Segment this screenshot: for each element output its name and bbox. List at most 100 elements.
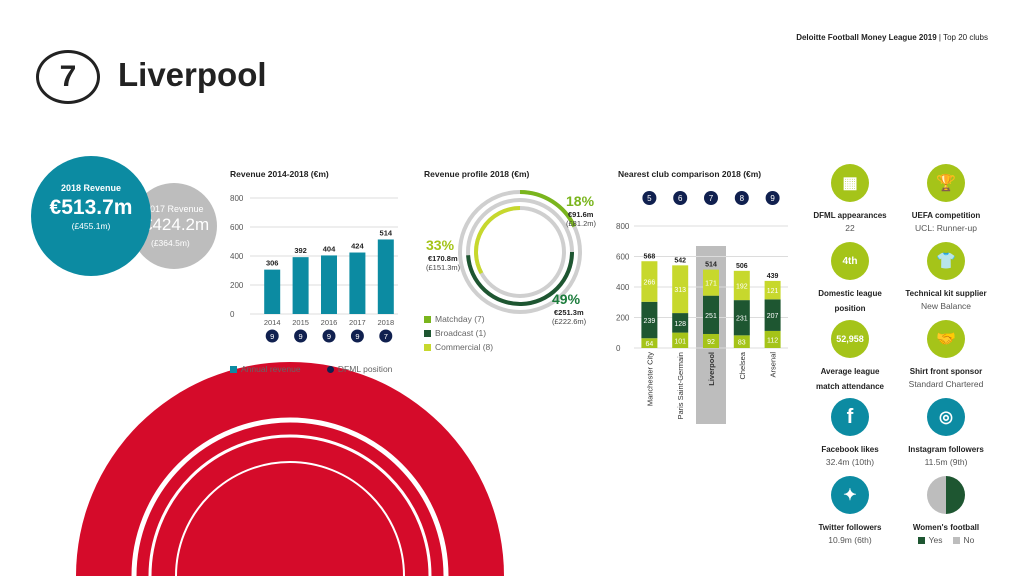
- revenue-bar: [264, 269, 281, 314]
- bar-value-label: 404: [323, 244, 336, 253]
- legend-broadcast-label: Broadcast (1): [435, 328, 487, 338]
- header-source: Deloitte Football Money League 2019: [796, 33, 937, 42]
- segment-value-label: 239: [644, 318, 656, 325]
- kpi-title: UEFA competition: [911, 211, 981, 220]
- handshake-icon: 🤝: [927, 320, 965, 358]
- legend-annual-label: Annual revenue: [241, 364, 301, 374]
- total-value-label: 514: [705, 262, 717, 269]
- club-position-dot: [642, 191, 657, 205]
- y-tick-label: 200: [616, 314, 630, 323]
- slice-percent-label: 18%: [566, 193, 595, 209]
- legend-matchday-item: Matchday (7): [424, 312, 493, 326]
- broadcast-segment: [703, 295, 719, 334]
- kpi-title-line2: match attendance: [815, 382, 885, 392]
- club-rank: 7: [59, 60, 77, 93]
- header-section: Top 20 clubs: [943, 33, 988, 42]
- report-header: Deloitte Football Money League 2019 | To…: [796, 33, 988, 42]
- legend-yes-label: Yes: [928, 535, 943, 546]
- revenue-history-legend: Annual revenue DFML position: [230, 364, 392, 374]
- kpi-tile: 🏆 UEFA competition UCL: Runner-up: [896, 164, 996, 233]
- kpi-tile: ◎ Instagram followers 11.5m (9th): [896, 398, 996, 467]
- segment-value-label: 251: [705, 313, 717, 320]
- slice-value-label: €170.8m: [428, 254, 458, 263]
- y-tick-label: 800: [616, 222, 630, 231]
- kpi-value: New Balance: [920, 301, 972, 312]
- commercial-segment: [703, 269, 719, 296]
- twitter-icon: ✦: [831, 476, 869, 514]
- legend-annual-item: Annual revenue: [230, 364, 301, 374]
- dfml-position-label: 9: [327, 332, 331, 341]
- y-tick-label: 600: [230, 223, 244, 232]
- matchday-segment: [641, 338, 658, 348]
- kpi-badge: 52,958: [831, 320, 869, 358]
- club-comparison-title: Nearest club comparison 2018 (€m): [618, 169, 762, 179]
- kpi-value: 22: [845, 223, 855, 234]
- total-value-label: 542: [674, 257, 686, 264]
- club-position-dot: [704, 191, 718, 205]
- legend-commercial-item: Commercial (8): [424, 340, 493, 354]
- x-tick-label: 2016: [321, 318, 338, 327]
- segment-value-label: 128: [674, 321, 686, 328]
- kpi-title: Shirt front sponsor: [909, 367, 983, 376]
- x-tick-label: 2014: [264, 318, 281, 327]
- revenue-bar: [349, 252, 366, 314]
- kpi-tile: 52,958 Average league match attendance: [800, 320, 900, 394]
- kpi-tile: f Facebook likes 32.4m (10th): [800, 398, 900, 467]
- club-position-label: 9: [770, 194, 775, 203]
- total-value-label: 568: [644, 253, 656, 260]
- broadcast-arc: [466, 251, 574, 306]
- club-name: Liverpool: [118, 56, 267, 93]
- commercial-segment: [672, 265, 689, 314]
- womens-football-icon: [927, 476, 965, 514]
- facebook-icon: f: [831, 398, 869, 436]
- club-comparison-chart: 0 200 400 600 800 5 64 239 266 568 Manchester City…: [616, 191, 788, 424]
- club-position-dot: [765, 191, 780, 205]
- commercial-arc: [474, 206, 521, 275]
- x-tick-label: 2017: [349, 318, 366, 327]
- kpi-title: Twitter followers: [818, 523, 882, 532]
- slice-value-label: €91.6m: [568, 210, 594, 219]
- kpi-value: 11.5m (9th): [924, 457, 968, 468]
- slice-value-label: €251.3m: [554, 308, 584, 317]
- segment-value-label: 266: [644, 280, 656, 287]
- kpi-title: Average league: [820, 367, 880, 376]
- legend-no-label: No: [963, 535, 975, 546]
- revenue-bar: [377, 239, 394, 314]
- slice-gbp-label: (£81.2m): [566, 219, 597, 228]
- revenue-bar: [292, 257, 309, 314]
- commercial-segment: [733, 270, 750, 301]
- current-revenue-circle: 2018 Revenue €513.7m (£455.1m): [31, 156, 151, 276]
- kpi-tile: ▦ DFML appearances 22: [800, 164, 900, 233]
- segment-value-label: 92: [707, 339, 715, 346]
- matchday-segment: [672, 332, 689, 348]
- trophy-icon: 🏆: [927, 164, 965, 202]
- bar-value-label: 306: [266, 259, 279, 268]
- segment-value-label: 207: [767, 313, 779, 320]
- kpi-value: 10.9m (6th): [828, 535, 872, 546]
- segment-value-label: 231: [736, 316, 748, 323]
- y-tick-label: 400: [230, 252, 244, 261]
- dfml-position-dot: [265, 329, 279, 343]
- legend-broadcast-item: Broadcast (1): [424, 326, 493, 340]
- kpi-title: Facebook likes: [821, 445, 879, 454]
- kpi-value: Standard Chartered: [908, 379, 984, 390]
- kpi-title: Instagram followers: [908, 445, 984, 454]
- current-revenue-label: 2018 Revenue: [60, 183, 122, 193]
- club-name-label: Arsenal: [769, 352, 778, 378]
- segment-value-label: 192: [736, 283, 748, 290]
- dfml-position-label: 9: [299, 332, 303, 341]
- y-tick-label: 800: [230, 194, 244, 203]
- bar-value-label: 424: [351, 242, 364, 251]
- dfml-position-label: 9: [270, 332, 274, 341]
- revenue-bar: [321, 255, 337, 314]
- bar-value-label: 514: [380, 228, 393, 237]
- revenue-profile-legend: Matchday (7) Broadcast (1) Commercial (8…: [424, 312, 493, 354]
- dfml-position-dot: [294, 329, 308, 343]
- womens-football-legend: Yes No: [896, 535, 996, 545]
- segment-value-label: 112: [767, 337, 778, 344]
- kpi-value: 32.4m (10th): [825, 457, 875, 468]
- prev-revenue-label: 2017 Revenue: [145, 204, 204, 214]
- current-revenue-gbp: (£455.1m): [71, 221, 111, 231]
- header-divider: |: [938, 33, 941, 42]
- segment-value-label: 121: [767, 288, 779, 295]
